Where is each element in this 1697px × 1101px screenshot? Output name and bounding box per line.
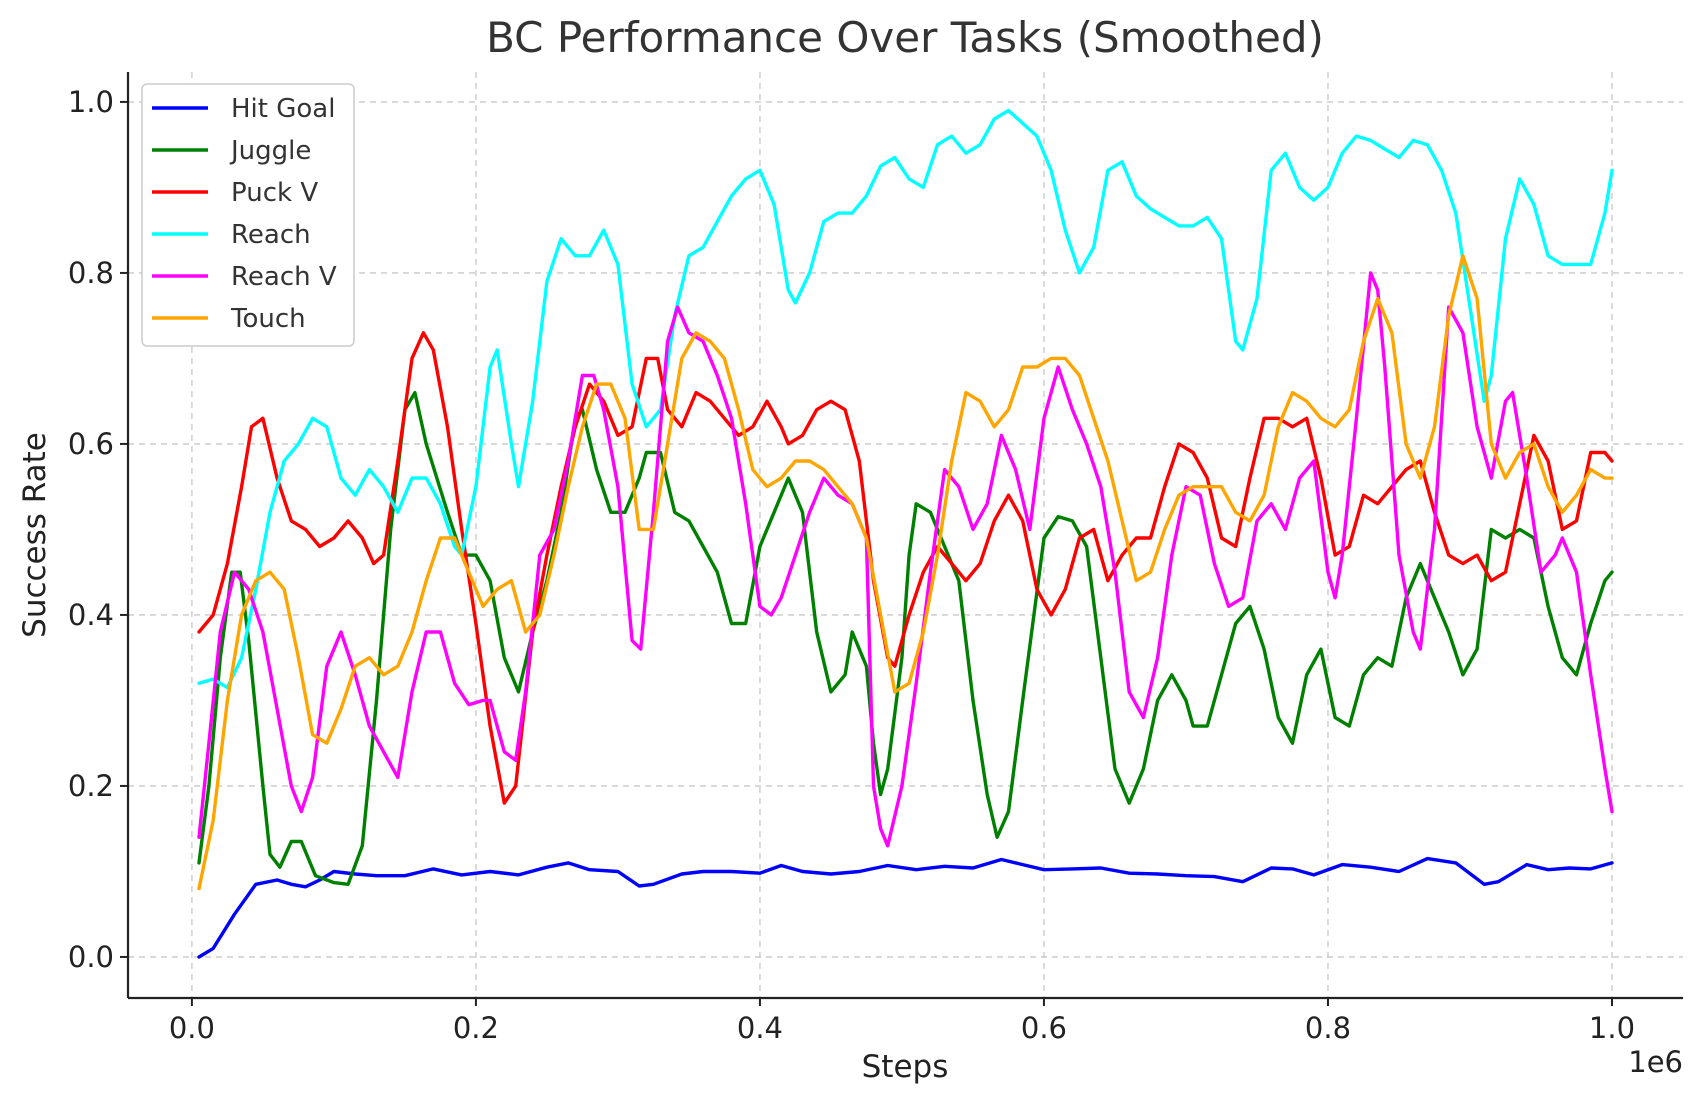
legend-label-reach-v: Reach V [231,262,337,292]
y-tick-label: 0.6 [68,427,114,461]
legend-label-touch: Touch [230,304,306,334]
y-tick-label: 0.8 [68,256,114,290]
chart-title: BC Performance Over Tasks (Smoothed) [486,13,1324,62]
tick-labels: 0.0 0.2 0.4 0.6 0.8 1.0 0.0 0.2 0.4 0.6 0.8 1.0 [68,85,1635,1045]
series-line-hit-goal [197,856,1614,959]
series-line-reach [197,108,1614,690]
y-tick-label: 0.4 [68,598,114,632]
x-tick-label: 1.0 [1589,1011,1635,1045]
x-tick-label: 0.6 [1021,1011,1067,1045]
x-tick-label: 0.4 [737,1011,783,1045]
y-axis-label: Success Rate [17,432,53,638]
x-axis-offset-text: 1e6 [1628,1045,1683,1079]
x-tick-label: 0.0 [169,1011,215,1045]
axes [120,72,1683,1006]
legend-label-reach: Reach [231,220,311,250]
legend-label-juggle: Juggle [229,136,311,166]
series-line-touch [197,254,1614,891]
x-tick-label: 0.2 [453,1011,499,1045]
x-axis-label: Steps [862,1049,949,1085]
y-tick-label: 1.0 [68,85,114,119]
series-line-puck-v [197,331,1614,805]
series-lines [197,108,1614,959]
y-tick-label: 0.2 [68,769,114,803]
y-tick-label: 0.0 [68,940,114,974]
legend: Hit Goal Juggle Puck V Reach Reach V Touch [141,83,355,347]
series-line-reach-v [197,271,1614,848]
series-line-juggle [197,390,1614,886]
legend-label-puck-v: Puck V [231,178,318,208]
x-tick-label: 0.8 [1305,1011,1351,1045]
legend-label-hit-goal: Hit Goal [231,94,335,124]
